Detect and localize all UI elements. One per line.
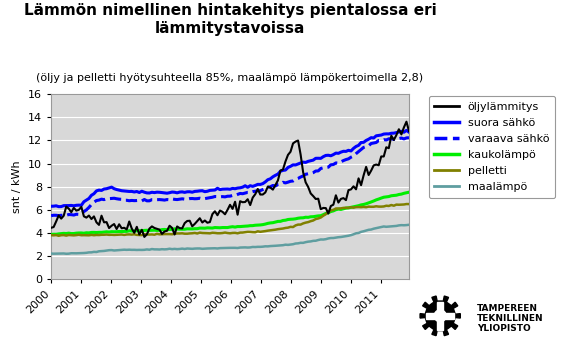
Polygon shape (420, 296, 460, 336)
Polygon shape (437, 302, 443, 330)
Text: TAMPEREEN
TEKNILLINEN
YLIOPISTO: TAMPEREEN TEKNILLINEN YLIOPISTO (477, 304, 544, 333)
Polygon shape (427, 313, 454, 319)
Polygon shape (435, 310, 446, 322)
Text: (öljy ja pelletti hyötysuhteella 85%, maalämpö lämpökertoimella 2,8): (öljy ja pelletti hyötysuhteella 85%, ma… (36, 73, 424, 83)
Y-axis label: snt / kWh: snt / kWh (12, 161, 22, 213)
Text: Lämmön nimellinen hintakehitys pientalossa eri
lämmitystavoissa: Lämmön nimellinen hintakehitys pientalos… (24, 3, 436, 36)
Legend: öljylämmitys, suora sähkö, varaava sähkö, kaukolämpö, pelletti, maalämpö: öljylämmitys, suora sähkö, varaava sähkö… (429, 96, 555, 198)
